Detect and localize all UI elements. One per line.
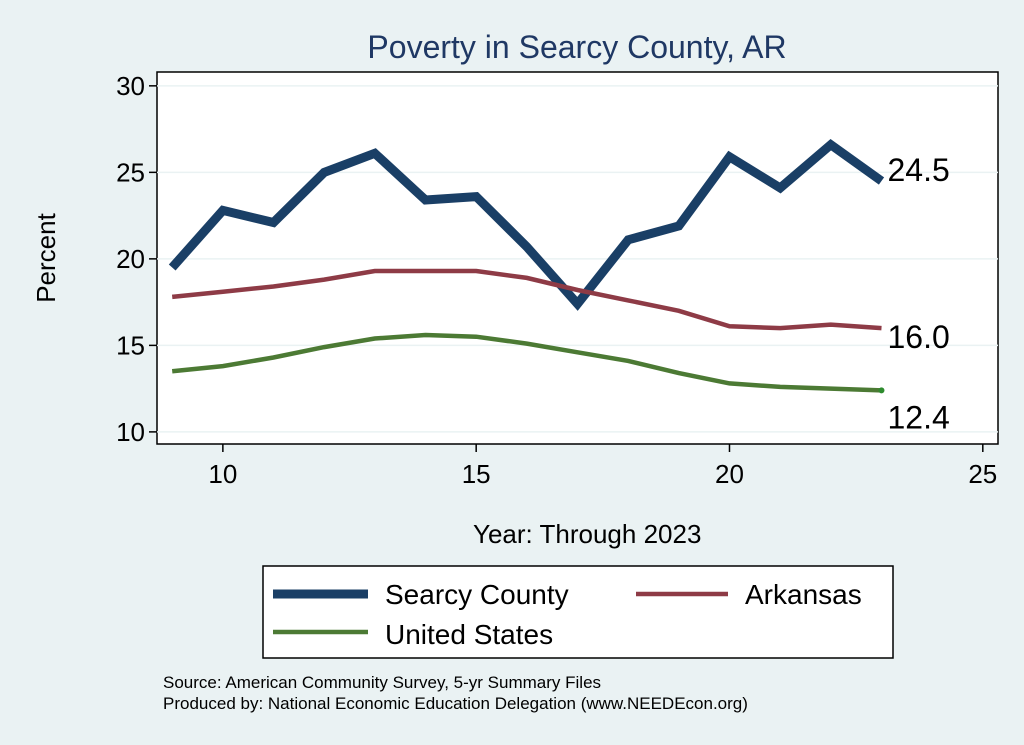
end-labels: 24.5 16.0 12.4 bbox=[878, 152, 950, 435]
x-tick-label-25: 25 bbox=[968, 459, 997, 489]
series-line-arkansas bbox=[171, 268, 882, 331]
gridlines bbox=[157, 85, 998, 433]
legend-label-searcy-county: Searcy County bbox=[385, 579, 569, 610]
end-label-arkansas: 16.0 bbox=[887, 319, 949, 355]
producer-note: Produced by: National Economic Education… bbox=[163, 694, 748, 713]
x-tick-label-15: 15 bbox=[462, 459, 491, 489]
series-lines bbox=[168, 138, 885, 393]
y-axis: 10 15 20 25 30 bbox=[116, 71, 157, 447]
source-note: Source: American Community Survey, 5-yr … bbox=[163, 673, 601, 692]
end-marker-united-states bbox=[878, 387, 885, 394]
y-tick-label-25: 25 bbox=[116, 157, 145, 187]
legend-label-arkansas: Arkansas bbox=[745, 579, 862, 610]
y-tick-label-20: 20 bbox=[116, 244, 145, 274]
legend-box bbox=[262, 565, 894, 659]
x-axis-title: Year: Through 2023 bbox=[473, 519, 701, 549]
series-line-united-states bbox=[171, 332, 882, 393]
legend-label-united-states: United States bbox=[385, 619, 553, 650]
x-tick-label-20: 20 bbox=[715, 459, 744, 489]
y-axis-title: Percent bbox=[31, 212, 61, 302]
legend: Searcy County Arkansas United States bbox=[262, 565, 894, 659]
x-axis: 10 15 20 25 bbox=[208, 444, 997, 489]
y-tick-label-30: 30 bbox=[116, 71, 145, 101]
end-label-searcy-county: 24.5 bbox=[887, 152, 949, 188]
y-tick-label-10: 10 bbox=[116, 417, 145, 447]
series-line-searcy-county bbox=[168, 138, 885, 311]
plot-background bbox=[156, 71, 999, 445]
end-label-united-states: 12.4 bbox=[887, 399, 949, 435]
plot-region: 10 15 20 25 30 10 15 20 25 24.5 16.0 12.4 bbox=[116, 71, 999, 489]
chart-title: Poverty in Searcy County, AR bbox=[367, 29, 786, 65]
x-tick-label-10: 10 bbox=[208, 459, 237, 489]
y-tick-label-15: 15 bbox=[116, 330, 145, 360]
